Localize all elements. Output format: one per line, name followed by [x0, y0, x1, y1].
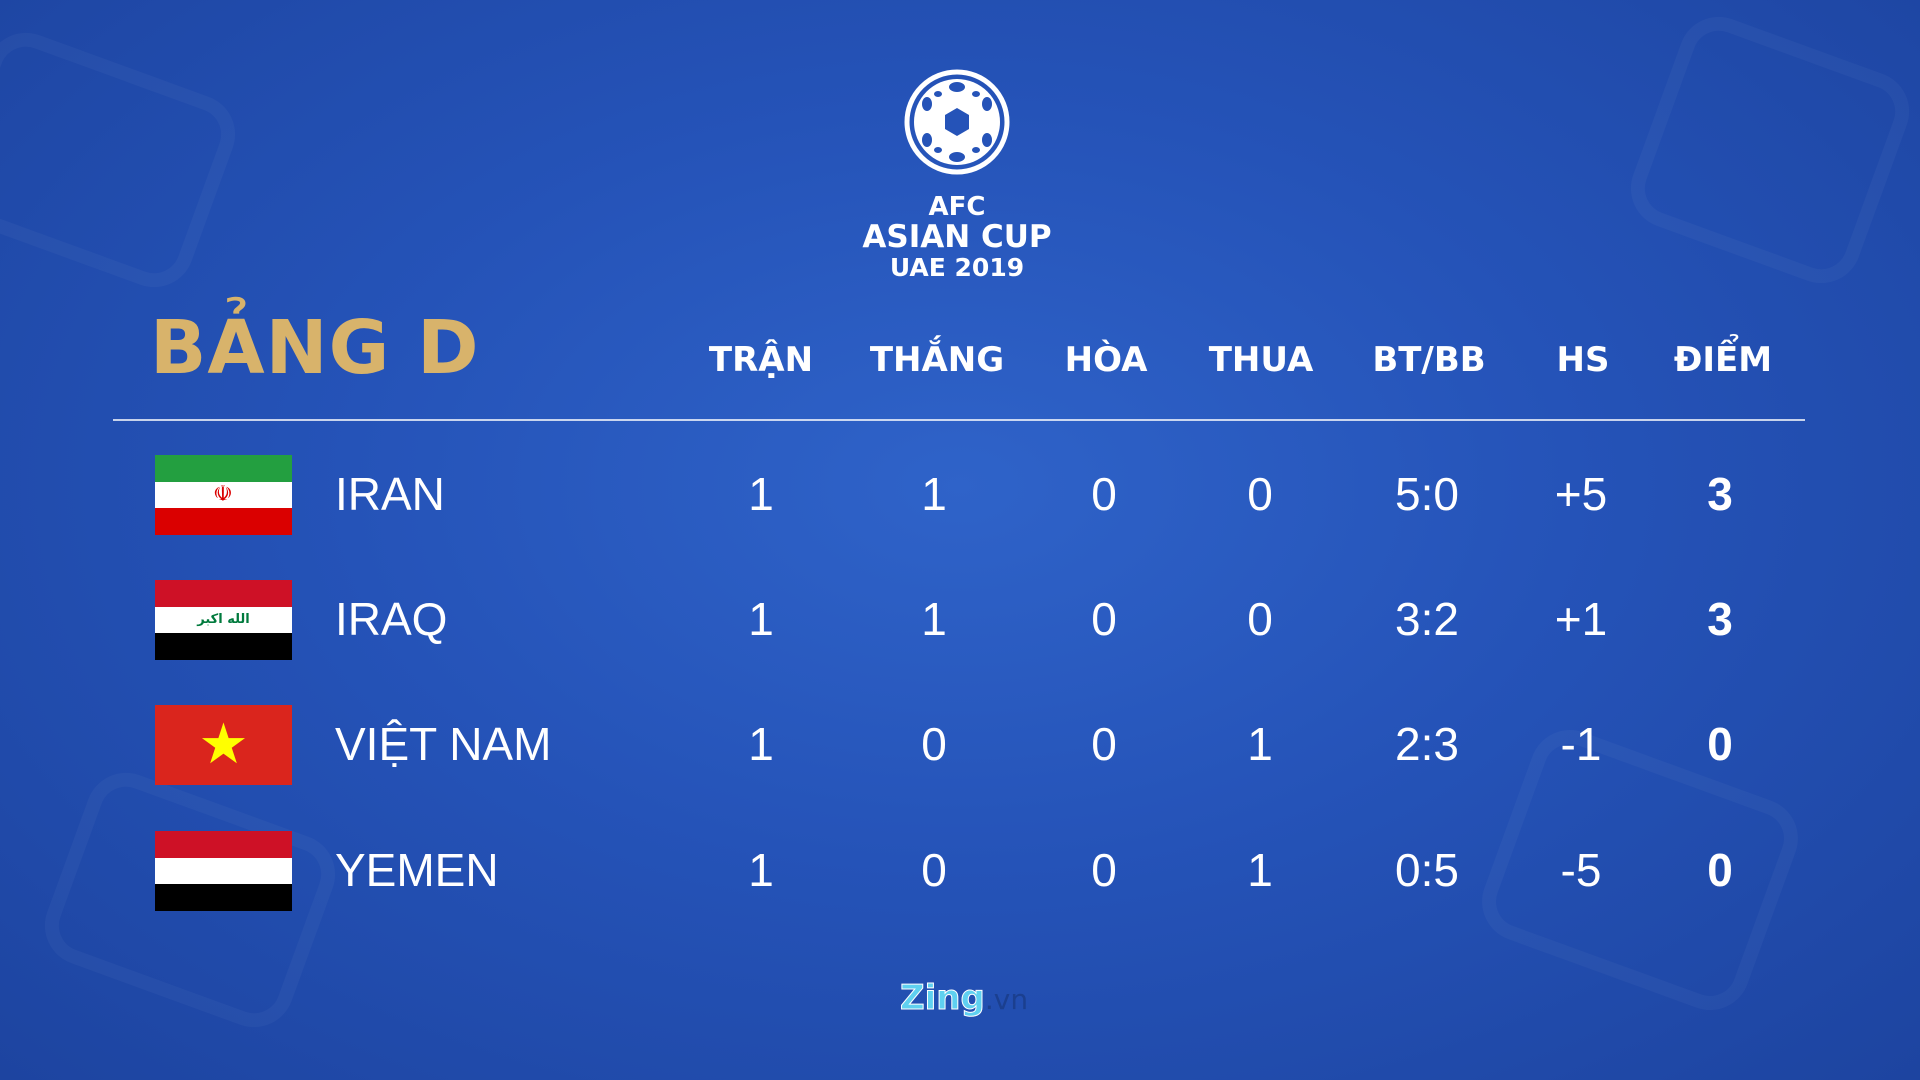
afc-asian-cup-logo: AFC ASIAN CUP UAE 2019	[857, 68, 1057, 280]
cell-goals: 3:2	[1395, 593, 1459, 645]
table-row: YEMEN 1 0 0 1 0:5 -5 0	[0, 831, 1920, 911]
cell-points: 0	[1707, 718, 1733, 770]
zing-logo: Zing.vn	[900, 978, 1029, 1019]
logo-line-afc: AFC	[928, 192, 986, 222]
cell-goal-diff: -5	[1560, 844, 1602, 896]
cell-matches: 1	[748, 468, 774, 520]
cell-wins: 1	[921, 468, 947, 520]
cell-losses: 0	[1247, 593, 1273, 645]
cell-matches: 1	[748, 593, 774, 645]
cell-goals: 2:3	[1395, 718, 1459, 770]
zing-brand: Zing	[900, 978, 986, 1019]
cell-points: 0	[1707, 844, 1733, 896]
header-points: ĐIỂM	[1673, 340, 1773, 380]
group-title: BẢNG D	[150, 305, 480, 391]
cell-goals: 5:0	[1395, 468, 1459, 520]
zing-domain: .vn	[984, 983, 1029, 1016]
header-draws: HÒA	[1064, 340, 1148, 380]
background-pattern	[1620, 6, 1920, 295]
cell-matches: 1	[748, 844, 774, 896]
team-name: IRAQ	[335, 593, 448, 645]
team-name: IRAN	[335, 468, 445, 520]
vietnam-flag-icon: ★	[155, 705, 292, 785]
header-matches: TRẬN	[708, 340, 814, 380]
cell-goal-diff: -1	[1560, 718, 1602, 770]
team-name: YEMEN	[335, 844, 499, 896]
cell-draws: 0	[1091, 718, 1117, 770]
cell-goal-diff: +5	[1554, 468, 1608, 520]
header-goals: BT/BB	[1372, 340, 1486, 380]
cell-points: 3	[1707, 593, 1733, 645]
team-name: VIỆT NAM	[335, 718, 552, 770]
cell-draws: 0	[1091, 593, 1117, 645]
header-losses: THUA	[1208, 340, 1314, 380]
cell-losses: 1	[1247, 718, 1273, 770]
cell-losses: 0	[1247, 468, 1273, 520]
background-pattern	[0, 22, 246, 299]
cell-draws: 0	[1091, 468, 1117, 520]
cell-wins: 0	[921, 844, 947, 896]
cell-wins: 0	[921, 718, 947, 770]
table-row: الله اكبر IRAQ 1 1 0 0 3:2 +1 3	[0, 580, 1920, 660]
cell-draws: 0	[1091, 844, 1117, 896]
cell-goal-diff: +1	[1554, 593, 1608, 645]
cell-points: 3	[1707, 468, 1733, 520]
iraq-flag-icon: الله اكبر	[155, 580, 292, 660]
logo-line-asian-cup: ASIAN CUP	[862, 219, 1052, 255]
cell-matches: 1	[748, 718, 774, 770]
header-wins: THẮNG	[869, 340, 1005, 380]
ball-icon	[904, 69, 1010, 175]
table-row: ☫ IRAN 1 1 0 0 5:0 +5 3	[0, 455, 1920, 535]
cell-losses: 1	[1247, 844, 1273, 896]
header-goal-diff: HS	[1556, 340, 1610, 380]
cell-goals: 0:5	[1395, 844, 1459, 896]
header-divider	[113, 419, 1805, 421]
cell-wins: 1	[921, 593, 947, 645]
iran-flag-icon: ☫	[155, 455, 292, 535]
yemen-flag-icon	[155, 831, 292, 911]
logo-line-uae-2019: UAE 2019	[889, 253, 1025, 282]
table-row: ★ VIỆT NAM 1 0 0 1 2:3 -1 0	[0, 705, 1920, 785]
